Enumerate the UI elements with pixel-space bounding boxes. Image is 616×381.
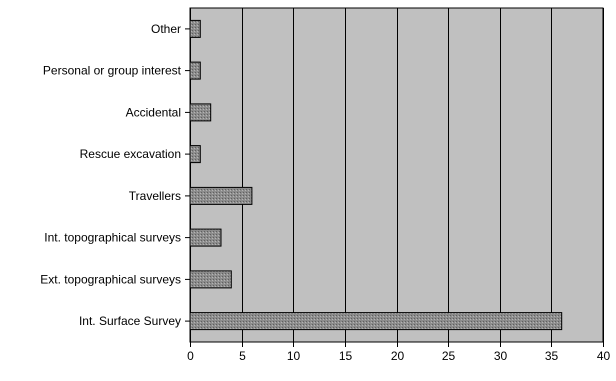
x-tick-label: 0: [187, 349, 194, 363]
x-tick-label: 15: [339, 349, 353, 363]
x-tick-label: 20: [391, 349, 405, 363]
bar: [189, 186, 253, 205]
plot-border: [189, 7, 604, 343]
x-tick-label: 25: [442, 349, 456, 363]
x-tick-label: 40: [597, 349, 611, 363]
category-label: Ext. topographical surveys: [40, 272, 181, 286]
bar: [189, 312, 563, 331]
bar: [189, 61, 201, 80]
category-label: Travellers: [129, 189, 181, 203]
bar: [189, 19, 201, 38]
category-label: Int. Surface Survey: [79, 314, 181, 328]
bars: [189, 19, 563, 331]
bar: [189, 145, 201, 164]
x-tick-label: 30: [494, 349, 508, 363]
category-label: Rescue excavation: [80, 147, 181, 161]
x-tick-label: 5: [239, 349, 246, 363]
bar: [189, 228, 222, 247]
category-label: Personal or group interest: [43, 64, 182, 78]
category-label: Accidental: [126, 105, 181, 119]
x-axis: 0 5 10 15 20 25 30 35 40: [187, 342, 610, 363]
plot-area: [190, 8, 603, 342]
bar: [189, 103, 212, 122]
x-tick-label: 10: [287, 349, 301, 363]
category-label: Int. topographical surveys: [44, 231, 181, 245]
category-labels: Other Personal or group interest Accidenta…: [40, 22, 190, 328]
category-label: Other: [151, 22, 181, 36]
x-tick-label: 35: [545, 349, 559, 363]
bar: [189, 270, 232, 289]
